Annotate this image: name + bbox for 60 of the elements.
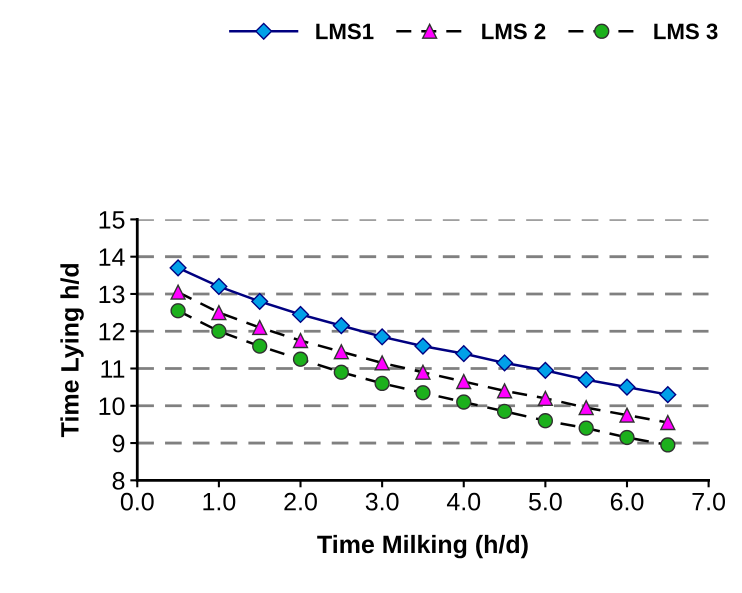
y-tick-label: 13: [100, 286, 124, 304]
y-axis-title: Time Lying h/d: [60, 264, 84, 438]
point: [415, 385, 431, 400]
y-tick-label: 12: [100, 322, 124, 340]
point: [292, 306, 310, 324]
y-tick-label: 11: [101, 360, 124, 378]
point: [292, 352, 308, 367]
point: [252, 338, 268, 354]
point: [332, 317, 350, 334]
legend-label: LMS1: [316, 24, 374, 40]
point: [414, 338, 432, 355]
point: [170, 259, 187, 276]
x-tick-label: 3.0: [366, 492, 399, 510]
point: [170, 303, 186, 318]
point: [252, 320, 268, 336]
point: [578, 400, 594, 416]
point: [374, 376, 390, 392]
point: [660, 414, 676, 430]
point: [456, 394, 472, 410]
point: [415, 364, 431, 380]
point: [251, 292, 268, 310]
legend-label: LMS 2: [482, 24, 546, 40]
legend-label: LMS 3: [654, 24, 718, 40]
x-tick-label: 1.0: [203, 492, 236, 510]
point: [374, 328, 391, 346]
point: [496, 383, 512, 399]
x-tick-label: 5.0: [528, 492, 562, 510]
x-tick-label: 6.0: [610, 492, 644, 510]
y-tick-label: 15: [100, 211, 124, 229]
x-tick-label: 4.0: [446, 492, 480, 510]
point: [619, 407, 635, 423]
point: [374, 355, 390, 371]
x-tick-label: 0.0: [120, 492, 154, 510]
x-axis-title: Time Milking (h/d): [317, 534, 528, 558]
y-tick-label: 14: [100, 248, 125, 266]
point: [211, 304, 227, 320]
point: [578, 420, 594, 436]
point: [292, 332, 308, 348]
point: [211, 324, 227, 339]
point: [618, 378, 636, 396]
point: [455, 345, 472, 362]
point: [334, 364, 349, 380]
y-tick-label: 10: [100, 397, 124, 416]
point: [619, 430, 635, 446]
point: [170, 284, 186, 300]
y-tick-label: 9: [112, 434, 124, 452]
point: [210, 278, 228, 296]
point: [659, 386, 676, 404]
point: [456, 374, 472, 390]
point: [334, 344, 349, 360]
point: [496, 354, 514, 372]
point: [660, 437, 676, 453]
y-tick-label: 8: [112, 472, 124, 490]
point: [538, 390, 554, 406]
point: [536, 362, 554, 379]
point: [538, 413, 554, 428]
point: [496, 404, 512, 420]
x-tick-label: 2.0: [284, 492, 317, 510]
x-tick-label: 7.0: [692, 492, 726, 510]
point: [578, 371, 595, 388]
